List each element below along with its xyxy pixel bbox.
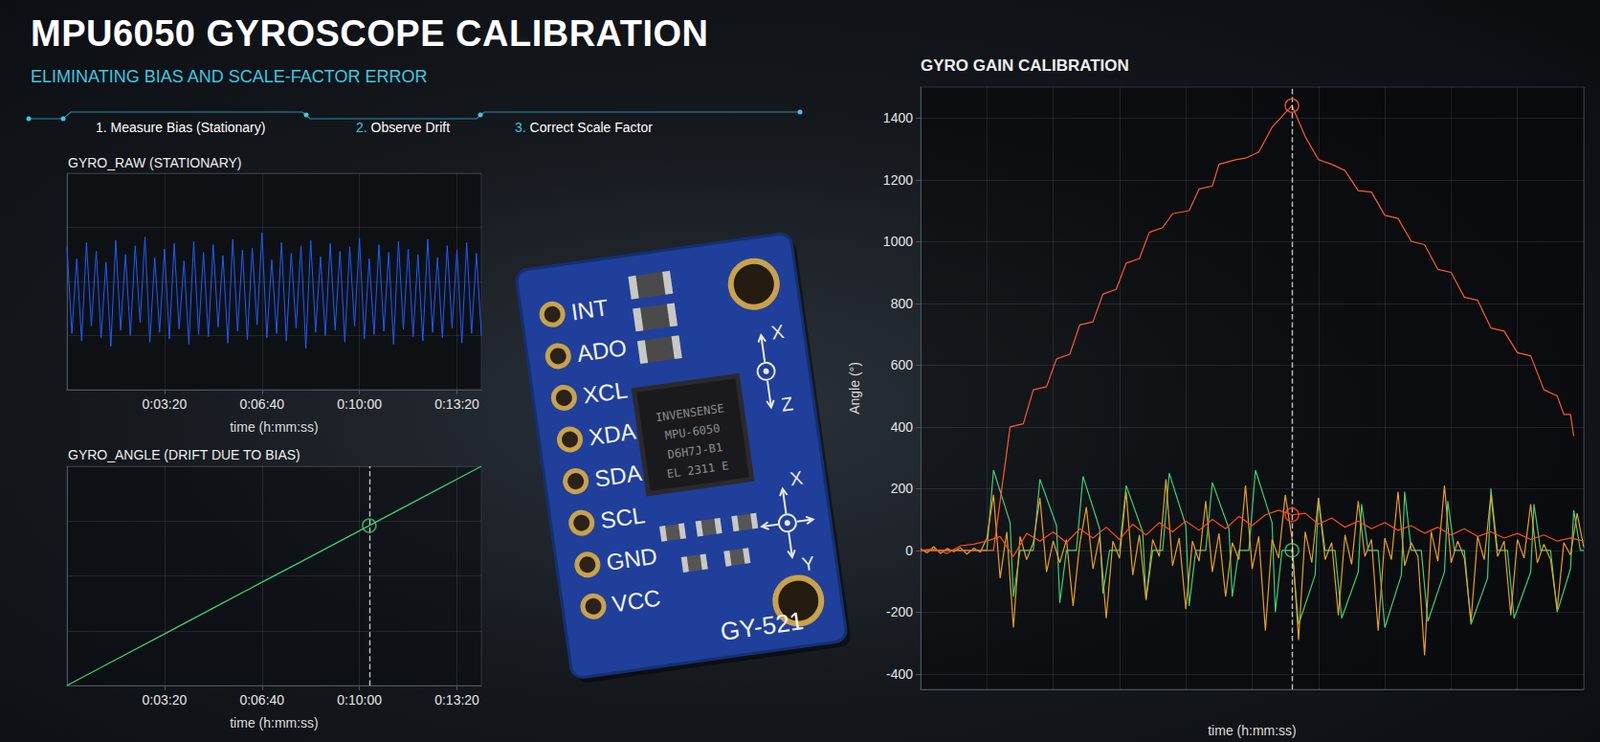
svg-text:XDA: XDA bbox=[587, 418, 639, 451]
svg-text:0:06:40: 0:06:40 bbox=[239, 396, 285, 412]
html-text:2. Observe Drift: 2. Observe Drift bbox=[355, 119, 450, 135]
svg-text:200: 200 bbox=[890, 480, 914, 496]
svg-text:0:10:00: 0:10:00 bbox=[336, 691, 382, 708]
svg-text:Angle (°): Angle (°) bbox=[846, 361, 863, 415]
svg-text:GY-521: GY-521 bbox=[718, 605, 806, 646]
svg-text:time (h:mm:ss): time (h:mm:ss) bbox=[229, 419, 319, 435]
svg-text:GYRO_RAW (STATIONARY): GYRO_RAW (STATIONARY) bbox=[67, 155, 243, 171]
html-text:ELIMINATING BIAS AND SCALE-FAC: ELIMINATING BIAS AND SCALE-FACTOR ERROR bbox=[30, 66, 428, 87]
html-text:1. Measure Bias (Stationary): 1. Measure Bias (Stationary) bbox=[95, 119, 266, 135]
svg-text:MPU-6050: MPU-6050 bbox=[664, 421, 721, 443]
svg-text:time (h:mm:ss): time (h:mm:ss) bbox=[229, 714, 319, 731]
svg-text:0: 0 bbox=[905, 542, 913, 558]
html-text:3. Correct Scale Factor: 3. Correct Scale Factor bbox=[514, 119, 653, 135]
svg-text:0:10:00: 0:10:00 bbox=[336, 396, 382, 412]
svg-text:600: 600 bbox=[890, 356, 914, 373]
svg-text:0:13:20: 0:13:20 bbox=[434, 396, 480, 412]
svg-text:1400: 1400 bbox=[883, 110, 913, 126]
svg-text:GYRO_ANGLE (DRIFT DUE TO BIAS): GYRO_ANGLE (DRIFT DUE TO BIAS) bbox=[67, 446, 301, 463]
svg-text:GND: GND bbox=[604, 542, 660, 576]
svg-text:SCL: SCL bbox=[599, 501, 647, 534]
svg-text:0:03:20: 0:03:20 bbox=[142, 396, 188, 412]
svg-text:time (h:mm:ss): time (h:mm:ss) bbox=[1207, 722, 1297, 738]
svg-text:X: X bbox=[788, 466, 804, 490]
svg-text:INVENSENSE: INVENSENSE bbox=[654, 400, 725, 424]
svg-text:1000: 1000 bbox=[883, 233, 913, 249]
svg-text:0:06:40: 0:06:40 bbox=[239, 691, 285, 708]
svg-text:EL 2311 E: EL 2311 E bbox=[666, 458, 730, 481]
svg-text:-400: -400 bbox=[886, 666, 913, 682]
svg-text:XCL: XCL bbox=[580, 376, 629, 408]
svg-text:-200: -200 bbox=[886, 603, 913, 620]
svg-text:400: 400 bbox=[890, 419, 914, 435]
svg-text:1200: 1200 bbox=[883, 172, 913, 188]
html-text:MPU6050 GYROSCOPE CALIBRATION: MPU6050 GYROSCOPE CALIBRATION bbox=[30, 13, 709, 54]
svg-text:VCC: VCC bbox=[610, 584, 663, 618]
svg-text:D6H7J-B1: D6H7J-B1 bbox=[666, 440, 724, 462]
svg-text:INT: INT bbox=[569, 293, 610, 325]
svg-text:X: X bbox=[770, 320, 786, 344]
svg-text:Z: Z bbox=[779, 392, 795, 415]
svg-text:SDA: SDA bbox=[593, 459, 645, 492]
svg-text:ADO: ADO bbox=[575, 333, 628, 367]
svg-text:Y: Y bbox=[800, 552, 817, 576]
svg-text:0:13:20: 0:13:20 bbox=[434, 691, 480, 708]
svg-text:GYRO GAIN CALIBRATION: GYRO GAIN CALIBRATION bbox=[920, 56, 1130, 75]
svg-text:0:03:20: 0:03:20 bbox=[142, 691, 188, 708]
svg-text:800: 800 bbox=[890, 295, 914, 312]
